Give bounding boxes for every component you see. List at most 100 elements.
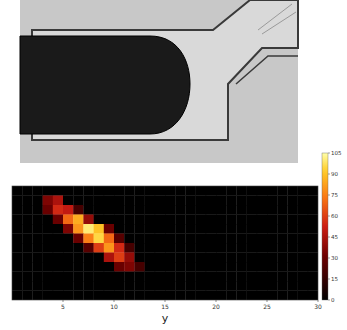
heatmap-cell bbox=[175, 205, 186, 215]
heatmap-cell bbox=[104, 262, 115, 272]
heatmap-cell bbox=[236, 196, 247, 206]
heatmap-cell bbox=[267, 243, 278, 253]
heatmap-cell bbox=[298, 291, 309, 301]
heatmap-cell bbox=[196, 291, 207, 301]
heatmap-cell bbox=[277, 262, 288, 272]
heatmap-cell bbox=[94, 243, 105, 253]
heatmap-cell bbox=[12, 205, 23, 215]
heatmap-cell bbox=[145, 253, 156, 263]
heatmap-cell bbox=[155, 186, 166, 196]
heatmap-cell bbox=[83, 243, 94, 253]
heatmap-cell bbox=[104, 253, 115, 263]
heatmap-cell bbox=[104, 234, 115, 244]
heatmap-cell bbox=[165, 291, 176, 301]
heatmap-cell bbox=[53, 186, 64, 196]
heatmap-cell bbox=[247, 186, 258, 196]
heatmap-cell bbox=[308, 186, 318, 196]
colorbar-tick bbox=[328, 195, 330, 196]
heatmap-cell bbox=[145, 243, 156, 253]
heatmap-cell bbox=[287, 196, 298, 206]
heatmap-cell bbox=[308, 262, 318, 272]
heatmap-cell bbox=[226, 272, 237, 282]
heatmap-cell bbox=[185, 234, 196, 244]
heatmap-cell bbox=[94, 291, 105, 301]
heatmap-cell bbox=[32, 272, 43, 282]
heatmap-cell bbox=[257, 291, 268, 301]
heatmap-cell bbox=[12, 224, 23, 234]
heatmap-cell bbox=[12, 196, 23, 206]
heatmap-cell bbox=[257, 234, 268, 244]
heatmap-cell bbox=[12, 281, 23, 291]
heatmap-cell bbox=[216, 234, 227, 244]
heatmap-cell bbox=[298, 205, 309, 215]
heatmap-cell bbox=[114, 205, 125, 215]
heatmap-cell bbox=[32, 281, 43, 291]
heatmap-cell bbox=[216, 272, 227, 282]
heatmap-cell bbox=[216, 215, 227, 225]
heatmap-cell bbox=[43, 291, 54, 301]
heatmap-cell bbox=[134, 234, 145, 244]
heatmap-cell bbox=[287, 253, 298, 263]
heatmap-cell bbox=[12, 253, 23, 263]
x-tick-label: 15 bbox=[161, 303, 169, 310]
heatmap-cell bbox=[145, 224, 156, 234]
heatmap-cell bbox=[155, 205, 166, 215]
heatmap-cell bbox=[22, 234, 33, 244]
heatmap-cell bbox=[73, 234, 84, 244]
heatmap-cell bbox=[83, 234, 94, 244]
heatmap-cell bbox=[308, 234, 318, 244]
heatmap-cell bbox=[94, 215, 105, 225]
heatmap-cell bbox=[257, 186, 268, 196]
heatmap-cell bbox=[124, 186, 135, 196]
colorbar-tick-label: 75 bbox=[331, 192, 338, 198]
heatmap-cell bbox=[298, 186, 309, 196]
heatmap-cell bbox=[145, 215, 156, 225]
heatmap-cell bbox=[114, 281, 125, 291]
heatmap-cell bbox=[165, 272, 176, 282]
heatmap-cell bbox=[206, 262, 217, 272]
heatmap-cell bbox=[267, 215, 278, 225]
heatmap-cell bbox=[114, 243, 125, 253]
heatmap-cell bbox=[145, 281, 156, 291]
heatmap-cell bbox=[196, 196, 207, 206]
heatmap-cell bbox=[12, 243, 23, 253]
heatmap-cell bbox=[185, 291, 196, 301]
heatmap-cell bbox=[267, 234, 278, 244]
heatmap-cell bbox=[124, 281, 135, 291]
colorbar-tick-label: 0 bbox=[331, 297, 335, 303]
heatmap-cell bbox=[196, 253, 207, 263]
x-tick bbox=[216, 300, 217, 302]
heatmap-cell bbox=[53, 215, 64, 225]
heatmap-cell bbox=[287, 243, 298, 253]
debris bbox=[258, 4, 296, 34]
heatmap-cell bbox=[185, 243, 196, 253]
heatmap-cell bbox=[43, 253, 54, 263]
heatmap-cell bbox=[114, 291, 125, 301]
heatmap-cell bbox=[22, 215, 33, 225]
heatmap-cell bbox=[124, 253, 135, 263]
heatmap-cell bbox=[63, 205, 74, 215]
heatmap-cell bbox=[247, 243, 258, 253]
heatmap-cell bbox=[226, 205, 237, 215]
heatmap-cell bbox=[104, 224, 115, 234]
colorbar-tick-label: 90 bbox=[331, 171, 338, 177]
heatmap-cell bbox=[63, 234, 74, 244]
heatmap-cell bbox=[94, 281, 105, 291]
heatmap-cell bbox=[267, 262, 278, 272]
heatmap-cell bbox=[32, 234, 43, 244]
heatmap-cell bbox=[73, 205, 84, 215]
colorbar-tick-label: 30 bbox=[331, 255, 338, 261]
heatmap-cell bbox=[145, 272, 156, 282]
heatmap-cell bbox=[175, 215, 186, 225]
heatmap-cell bbox=[124, 234, 135, 244]
heatmap-cell bbox=[63, 272, 74, 282]
heatmap-cell bbox=[53, 243, 64, 253]
heatmap-cell bbox=[43, 272, 54, 282]
heatmap-cell bbox=[43, 262, 54, 272]
heatmap-cell bbox=[83, 186, 94, 196]
heatmap-cell bbox=[185, 253, 196, 263]
heatmap-cell bbox=[94, 224, 105, 234]
heatmap-cell bbox=[155, 281, 166, 291]
heatmap-cell bbox=[236, 215, 247, 225]
x-tick-label: 30 bbox=[314, 303, 322, 310]
